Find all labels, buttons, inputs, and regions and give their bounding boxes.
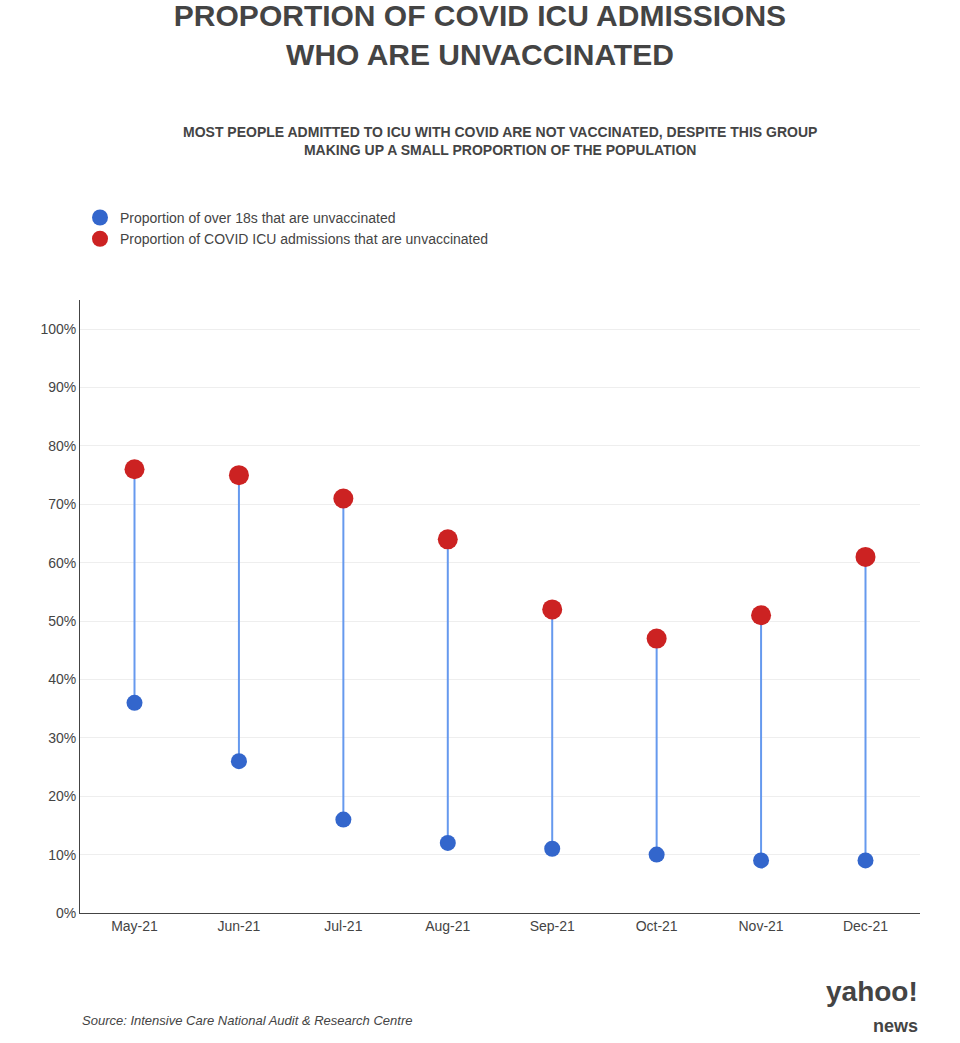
- svg-text:May-21: May-21: [111, 918, 158, 934]
- svg-text:30%: 30%: [48, 730, 76, 746]
- svg-text:100%: 100%: [40, 321, 76, 337]
- svg-text:Sep-21: Sep-21: [530, 918, 575, 934]
- svg-text:70%: 70%: [48, 496, 76, 512]
- svg-text:Aug-21: Aug-21: [425, 918, 470, 934]
- svg-text:50%: 50%: [48, 613, 76, 629]
- svg-text:Jun-21: Jun-21: [218, 918, 261, 934]
- svg-text:Oct-21: Oct-21: [636, 918, 678, 934]
- svg-text:Proportion of over 18s that ar: Proportion of over 18s that are unvaccin…: [120, 210, 396, 226]
- svg-text:Proportion of COVID ICU admiss: Proportion of COVID ICU admissions that …: [120, 231, 488, 247]
- svg-text:90%: 90%: [48, 379, 76, 395]
- svg-text:10%: 10%: [48, 847, 76, 863]
- svg-text:40%: 40%: [48, 671, 76, 687]
- svg-text:60%: 60%: [48, 555, 76, 571]
- svg-text:0%: 0%: [56, 905, 76, 921]
- svg-text:Nov-21: Nov-21: [738, 918, 783, 934]
- svg-text:news: news: [873, 1016, 918, 1036]
- svg-text:20%: 20%: [48, 788, 76, 804]
- svg-text:80%: 80%: [48, 438, 76, 454]
- svg-text:Source: Intensive Care Nationa: Source: Intensive Care National Audit & …: [82, 1013, 412, 1028]
- svg-text:Dec-21: Dec-21: [843, 918, 888, 934]
- svg-text:Jul-21: Jul-21: [324, 918, 362, 934]
- svg-text:yahoo!: yahoo!: [826, 976, 918, 1007]
- svg-text:PROPORTION OF COVID ICU ADMISS: PROPORTION OF COVID ICU ADMISSIONSWHO AR…: [174, 0, 786, 71]
- svg-text:MOST PEOPLE ADMITTED TO ICU WI: MOST PEOPLE ADMITTED TO ICU WITH COVID A…: [183, 124, 817, 158]
